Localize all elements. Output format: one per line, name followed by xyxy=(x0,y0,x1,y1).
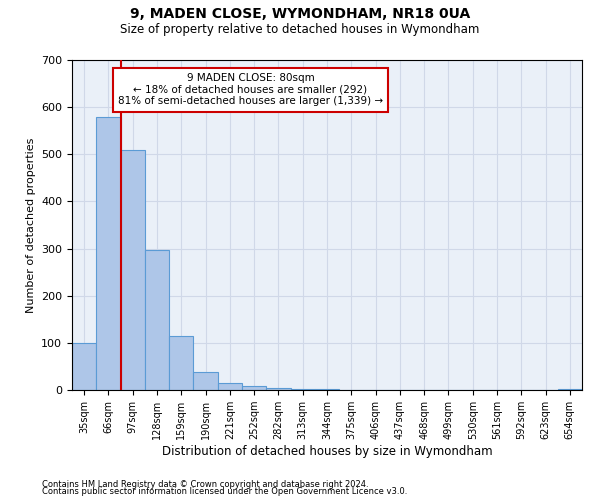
Text: Contains public sector information licensed under the Open Government Licence v3: Contains public sector information licen… xyxy=(42,487,407,496)
Bar xyxy=(266,388,290,390)
Bar xyxy=(72,343,96,390)
Text: 9 MADEN CLOSE: 80sqm
← 18% of detached houses are smaller (292)
81% of semi-deta: 9 MADEN CLOSE: 80sqm ← 18% of detached h… xyxy=(118,73,383,106)
Text: Size of property relative to detached houses in Wymondham: Size of property relative to detached ho… xyxy=(121,22,479,36)
Bar xyxy=(121,150,145,390)
Bar xyxy=(242,386,266,390)
Bar xyxy=(193,372,218,390)
Text: Contains HM Land Registry data © Crown copyright and database right 2024.: Contains HM Land Registry data © Crown c… xyxy=(42,480,368,489)
Bar xyxy=(558,388,582,390)
Bar xyxy=(169,336,193,390)
Bar xyxy=(145,250,169,390)
Text: 9, MADEN CLOSE, WYMONDHAM, NR18 0UA: 9, MADEN CLOSE, WYMONDHAM, NR18 0UA xyxy=(130,8,470,22)
Bar xyxy=(315,389,339,390)
Bar xyxy=(218,383,242,390)
Bar xyxy=(96,116,121,390)
Y-axis label: Number of detached properties: Number of detached properties xyxy=(26,138,35,312)
Bar xyxy=(290,388,315,390)
X-axis label: Distribution of detached houses by size in Wymondham: Distribution of detached houses by size … xyxy=(161,445,493,458)
